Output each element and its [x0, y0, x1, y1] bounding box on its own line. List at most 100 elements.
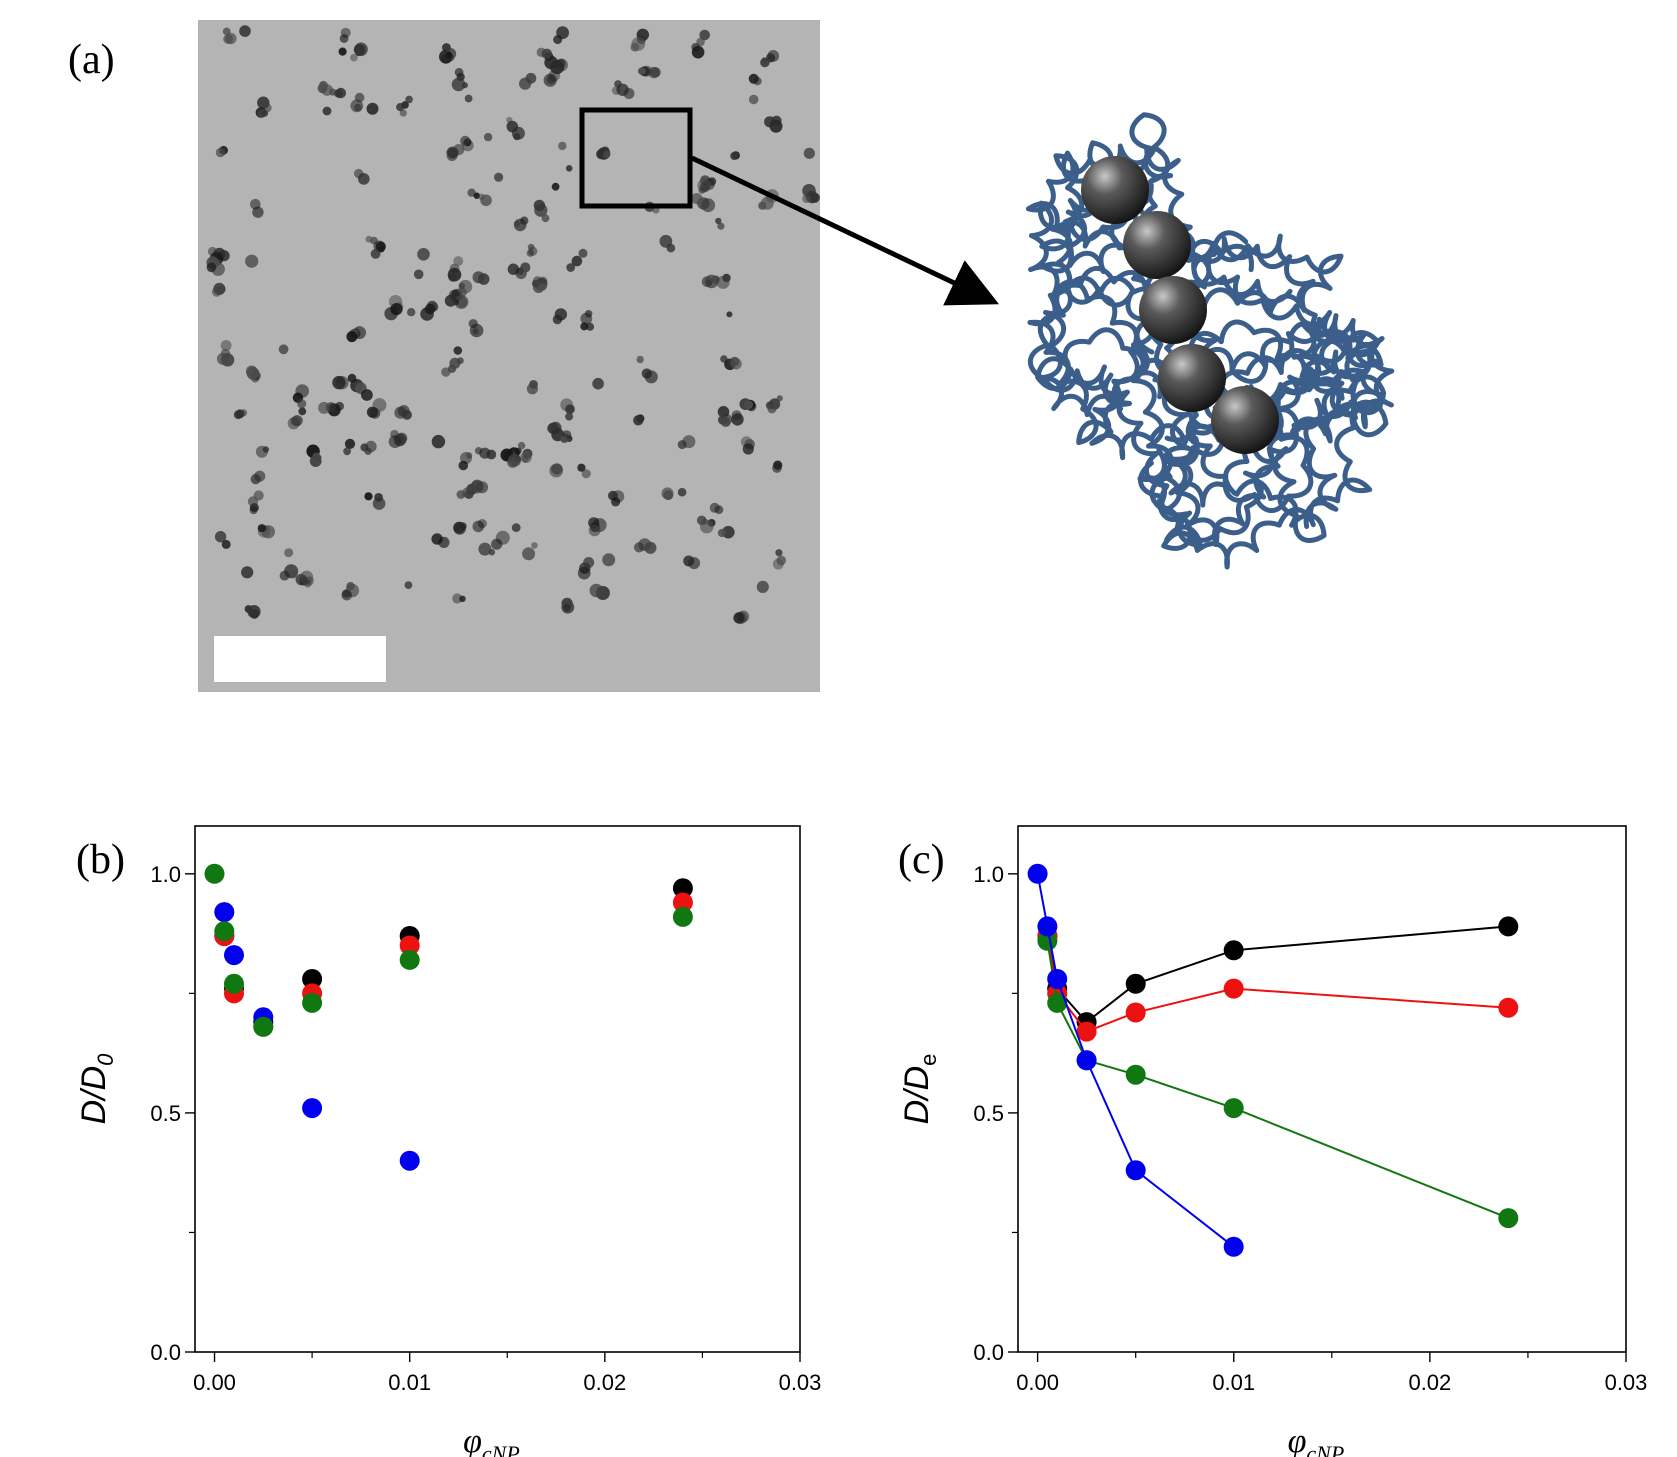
data-point	[1125, 1002, 1146, 1023]
nanoparticle	[636, 355, 644, 364]
nanoparticle	[773, 460, 783, 470]
nanoparticle	[717, 528, 727, 538]
x-axis-title-main: φ	[463, 1423, 482, 1457]
x-tick-label: 0.03	[779, 1370, 822, 1395]
nanoparticle	[733, 612, 745, 624]
nanoparticle	[717, 222, 725, 230]
nanoparticle	[577, 463, 586, 472]
nanoparticle	[730, 152, 739, 160]
panel-b-label: (b)	[76, 837, 125, 883]
nanoparticle	[553, 61, 561, 69]
nanoparticle	[520, 451, 532, 463]
nanoparticle	[714, 505, 724, 515]
nanoparticle	[453, 346, 463, 355]
nanoparticle	[478, 542, 492, 556]
nanoparticle	[444, 294, 457, 307]
nanoparticle	[592, 377, 604, 390]
x-tick-label: 0.01	[388, 1370, 431, 1395]
data-point	[302, 992, 323, 1013]
y-tick-label: 0.0	[150, 1340, 181, 1365]
nanoparticle	[458, 460, 469, 471]
chart-c: 0.00 0.01 0.02 0.03 0.0 0.5 1.0 D/De φcNP	[898, 825, 1647, 1457]
nanoparticle	[666, 243, 676, 253]
polymer-coil	[1025, 112, 1395, 570]
data-point	[672, 906, 693, 927]
nanoparticle	[519, 77, 532, 90]
series-line-3	[1036, 873, 1235, 1248]
nanoparticle	[372, 497, 386, 510]
data-point	[399, 1150, 420, 1171]
nanoparticle	[284, 548, 294, 558]
y-axis-title-main: D/D	[898, 1066, 936, 1125]
y-tick-label: 0.5	[150, 1101, 181, 1126]
panel-a-label: (a)	[68, 37, 115, 83]
nanoparticle	[451, 77, 466, 92]
nanoparticle	[332, 375, 346, 390]
nanoparticle	[486, 449, 497, 460]
nanoparticle	[375, 241, 386, 252]
nanoparticle	[644, 370, 658, 384]
nanoparticle	[350, 53, 358, 62]
data-point	[1047, 969, 1068, 989]
nanoparticle-sphere	[1211, 386, 1279, 454]
nanoparticle	[688, 557, 701, 570]
nanoparticle	[225, 32, 237, 45]
data-point	[1125, 1064, 1146, 1085]
nanoparticle	[459, 595, 466, 602]
nanoparticle	[470, 480, 484, 494]
y-axis-title: D/D0	[75, 1053, 118, 1125]
nanoparticle	[558, 141, 567, 151]
nanoparticle	[699, 519, 714, 534]
nanoparticle	[364, 447, 372, 455]
nanoparticle	[571, 255, 583, 267]
nanoparticle	[365, 235, 373, 243]
nanoparticle	[701, 198, 716, 213]
nanoparticle	[338, 47, 347, 56]
x-axis-title-main: φ	[1288, 1423, 1307, 1457]
nanoparticle	[565, 412, 574, 421]
nanoparticle	[413, 269, 424, 280]
nanoparticle	[748, 73, 759, 84]
y-tick-label: 1.0	[150, 862, 181, 887]
data-point	[1125, 973, 1146, 994]
nanoparticle	[298, 407, 307, 416]
nanoparticle	[221, 539, 231, 549]
nanoparticle	[726, 311, 733, 318]
nanoparticle	[706, 279, 713, 287]
nanoparticle	[339, 34, 349, 43]
nanoparticle	[699, 182, 710, 192]
nanoparticle	[756, 580, 769, 594]
nanoparticle	[526, 249, 534, 257]
series-line-0	[1046, 925, 1509, 1024]
nanoparticle	[677, 487, 687, 497]
data-point	[1037, 930, 1058, 951]
nanoparticle	[566, 263, 576, 272]
x-tick-label: 0.00	[193, 1370, 236, 1395]
nanoparticle	[431, 434, 446, 449]
nanoparticle	[458, 279, 473, 294]
nanoparticle	[552, 314, 563, 325]
data-point	[1223, 978, 1244, 999]
y-axis-title: D/De	[898, 1054, 941, 1125]
nanoparticle	[611, 497, 621, 507]
nanoparticle-sphere	[1081, 156, 1149, 224]
nanoparticle-sphere	[1158, 344, 1226, 412]
series-line-1	[1046, 935, 1509, 1033]
nanoparticle	[469, 323, 484, 338]
nanoparticle	[417, 248, 430, 261]
nanoparticle	[803, 147, 815, 159]
data-point	[1498, 1208, 1519, 1229]
nanoparticle	[456, 490, 466, 499]
nanoparticle	[447, 148, 458, 159]
nanoparticle	[580, 312, 593, 325]
nanoparticle	[589, 583, 604, 598]
polymer-strand	[1036, 282, 1395, 430]
data-point	[302, 1098, 323, 1119]
tem-micrograph	[198, 20, 820, 692]
chart-b: 0.00 0.01 0.02 0.03 0.0 0.5 1.0 D/D0 φcNP	[75, 825, 822, 1457]
nanoparticle	[480, 194, 492, 207]
nanoparticle	[511, 523, 521, 532]
nanoparticle	[639, 67, 646, 75]
nanoparticle	[588, 524, 601, 537]
nanoparticle	[366, 102, 379, 115]
